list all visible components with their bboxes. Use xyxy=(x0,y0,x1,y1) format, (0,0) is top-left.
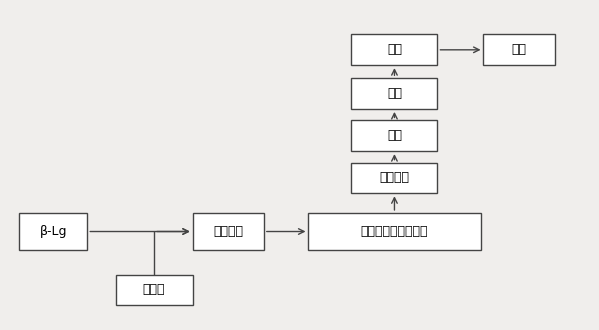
Text: 混匀溶解: 混匀溶解 xyxy=(213,225,243,238)
Text: 冻干: 冻干 xyxy=(387,43,402,56)
Text: 蜥馏水: 蜥馏水 xyxy=(143,283,165,296)
Bar xyxy=(352,120,437,151)
Bar xyxy=(352,78,437,109)
Bar xyxy=(116,275,193,305)
Text: 动态高压微射流处理: 动态高压微射流处理 xyxy=(361,225,428,238)
Text: 超滤: 超滤 xyxy=(387,87,402,100)
Text: 酶解: 酶解 xyxy=(387,129,402,142)
Bar xyxy=(308,213,480,250)
Bar xyxy=(352,34,437,65)
Text: β-Lg: β-Lg xyxy=(40,225,67,238)
Bar xyxy=(483,34,555,65)
Bar xyxy=(352,163,437,193)
Text: 检验: 检验 xyxy=(512,43,527,56)
Bar xyxy=(193,213,264,250)
Text: 样品冻干: 样品冻干 xyxy=(379,172,410,184)
Bar xyxy=(19,213,87,250)
